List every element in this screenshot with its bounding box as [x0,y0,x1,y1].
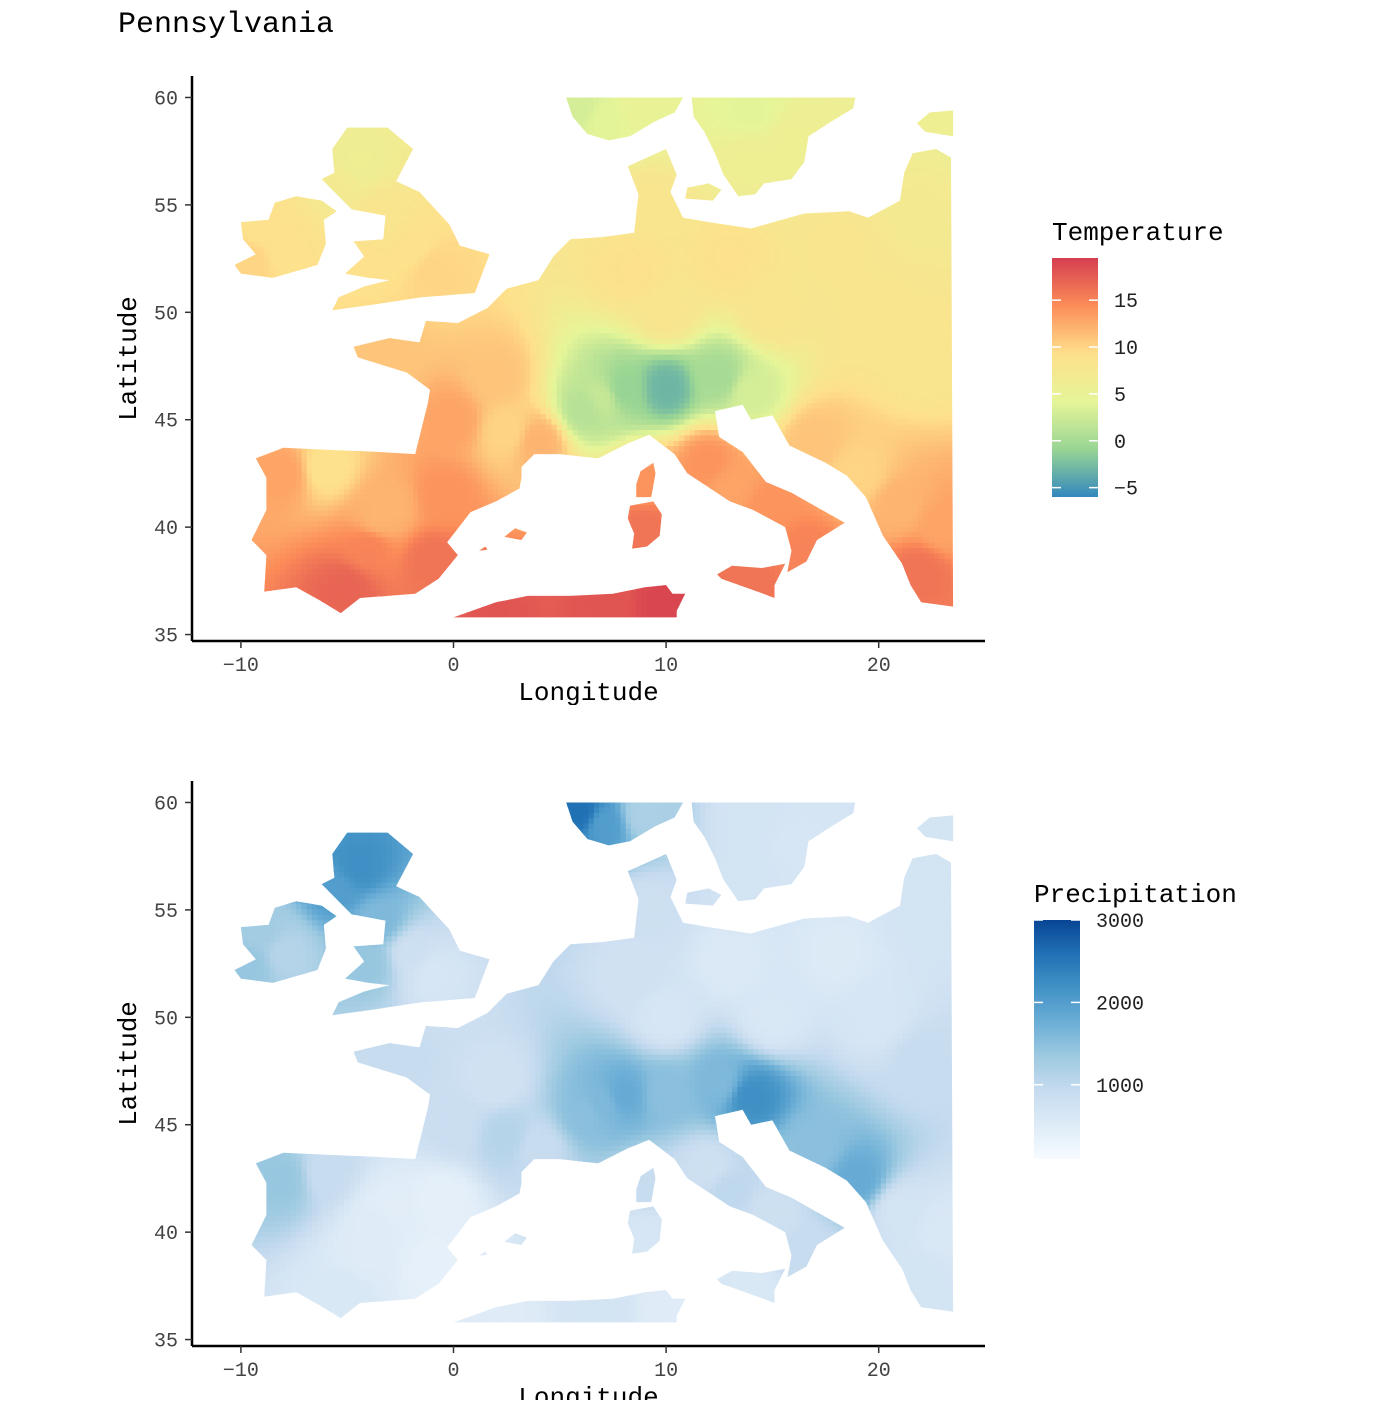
x-tick-label: −10 [223,655,259,678]
y-tick-label: 50 [154,1008,178,1031]
y-tick-label: 45 [154,411,178,434]
colorbar-tick-label: 2000 [1096,993,1144,1016]
map-raster [232,96,955,618]
colorbar-tick-label: 3000 [1096,911,1144,934]
precipitation-panel: −10 0 10 20 35 40 45 50 55 60 Longitude Latitude Pre… [0,705,1400,1400]
colorbar-tick-label: 15 [1114,291,1138,314]
y-tick-label: 55 [154,901,178,924]
y-axis-title: Latitude [114,296,144,421]
x-tick-label: 10 [654,655,678,678]
legend-title: Temperature [1052,218,1224,248]
legend-title: Precipitation [1034,880,1237,910]
y-tick-label: 50 [154,303,178,326]
colorbar [1052,258,1098,497]
colorbar-tick-label: 10 [1114,338,1138,361]
y-tick-label: 60 [154,88,178,111]
colorbar-legend: Temperature 15 10 5 0 −5 [1052,218,1224,502]
map-raster [232,801,955,1323]
x-tick-label: 20 [867,655,891,678]
x-tick-label: 0 [447,1360,459,1383]
x-tick-label: 20 [867,1360,891,1383]
colorbar-tick-label: −5 [1114,479,1138,502]
y-tick-label: 45 [154,1116,178,1139]
precipitation-map-chart: −10 0 10 20 35 40 45 50 55 60 Longitude Latitude Pre… [0,705,1400,1400]
colorbar-tick-label: 1000 [1096,1076,1144,1099]
y-axis-title: Latitude [114,1001,144,1126]
x-tick-label: 0 [447,655,459,678]
y-tick-label: 40 [154,1223,178,1246]
y-tick-label: 60 [154,793,178,816]
y-tick-label: 55 [154,196,178,219]
colorbar-tick-label: 0 [1114,432,1126,455]
x-tick-label: −10 [223,1360,259,1383]
colorbar-tick-label: 5 [1114,385,1126,408]
y-tick-label: 35 [154,1331,178,1354]
x-tick-label: 10 [654,1360,678,1383]
colorbar [1034,920,1080,1159]
y-tick-label: 40 [154,518,178,541]
x-axis-title: Longitude [518,678,658,705]
x-axis-title: Longitude [518,1383,658,1400]
y-tick-label: 35 [154,626,178,649]
